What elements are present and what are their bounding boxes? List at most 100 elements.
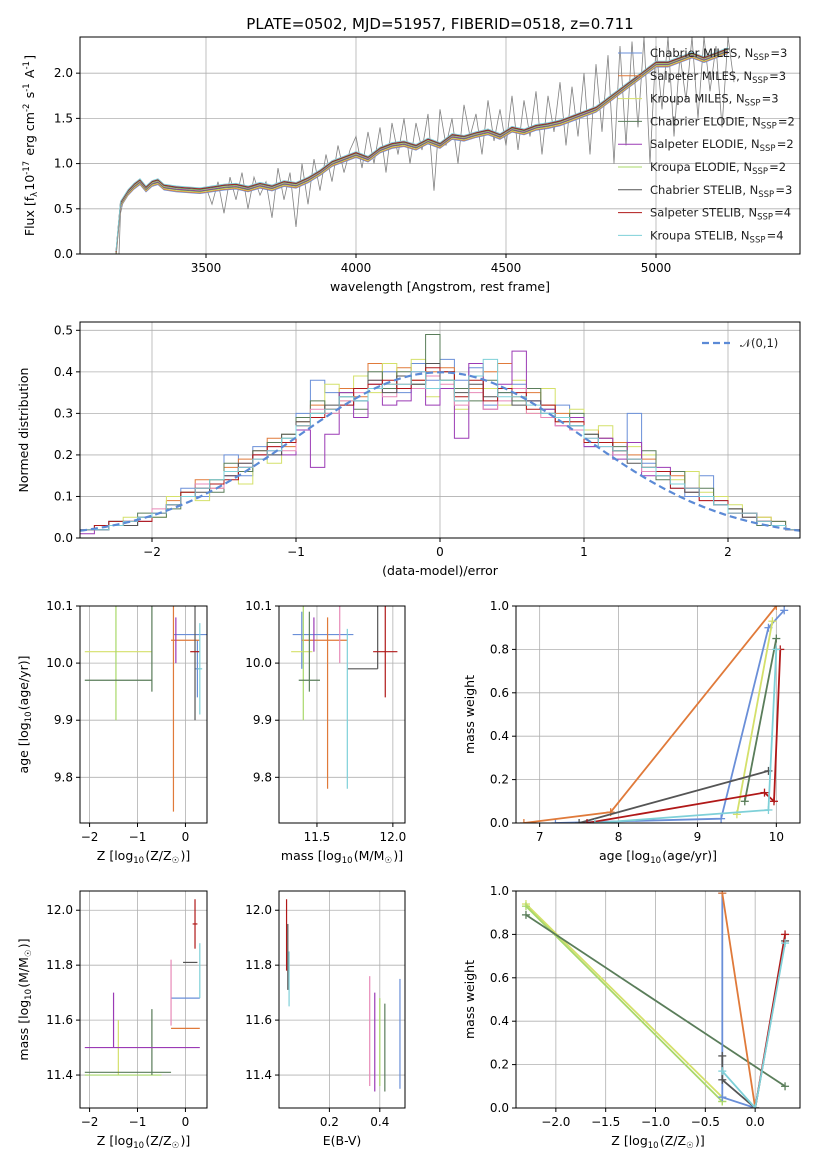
y-tick-label: 0.0	[490, 1101, 509, 1115]
model-spectrum-line	[115, 51, 729, 254]
legend-label: Chabrier ELODIE, NSSP =2	[650, 114, 795, 131]
panel-massweight_vs_Z: −2.0 −1.5 −1.0 −0.5 0.0 0.0 0.2 0.4 0.6 0.8 1.0 Z […	[462, 884, 801, 1151]
plus-marker	[760, 788, 769, 797]
plus-marker	[781, 939, 790, 948]
axes-frame	[278, 605, 406, 824]
legend-label: Salpeter STELIB, NSSP =4	[650, 206, 791, 223]
y-tick-label: 11.8	[46, 958, 73, 972]
plus-marker	[718, 1051, 727, 1060]
y-tick-label: 1.0	[490, 884, 509, 898]
x-axis-label: age [log10 (age/yr)]	[599, 848, 717, 866]
plus-marker	[551, 819, 560, 823]
x-tick-label: 9	[694, 830, 702, 844]
plus-marker	[772, 606, 781, 610]
y-tick-label: 9.8	[253, 770, 272, 784]
legend-label: Kroupa ELODIE, NSSP =2	[650, 160, 786, 177]
y-tick-label: 9.9	[253, 713, 272, 727]
x-tick-label: 0	[182, 830, 190, 844]
panel-massweight_vs_age: 7 8 9 10 0.0 0.2 0.4 0.6 0.8 1.0 age [log10 (age/y…	[462, 599, 801, 866]
mass-weight-line	[743, 638, 778, 802]
mass-weight-line	[555, 609, 785, 823]
y-tick-label: 1.0	[490, 599, 509, 613]
x-tick-label: −2	[81, 1115, 99, 1129]
y-tick-label: 10.1	[245, 599, 272, 613]
mass-weight-line	[578, 770, 769, 823]
x-tick-label: −2.0	[541, 1115, 570, 1129]
plot-area	[84, 606, 207, 812]
y-tick-label: 0.4	[490, 1014, 509, 1028]
axes-frame	[79, 605, 208, 824]
y-tick-label: 11.6	[46, 1013, 73, 1027]
x-tick-label: 0	[182, 1115, 190, 1129]
plot-area	[519, 606, 789, 823]
plus-marker	[768, 617, 777, 626]
x-tick-label: 4500	[491, 261, 522, 275]
plus-marker	[718, 1075, 727, 1084]
x-tick-label: 10	[769, 830, 784, 844]
mass-weight-line	[736, 621, 774, 815]
model-spectrum-line	[115, 47, 729, 252]
plot-area	[115, 37, 735, 254]
x-tick-label: 11.5	[304, 830, 331, 844]
x-tick-label: 3500	[191, 261, 222, 275]
errorbar-point	[197, 623, 203, 715]
y-tick-label: 2.0	[54, 66, 73, 80]
plus-marker	[751, 1104, 760, 1108]
x-axis-label: Z [log10 (Z/Z☉ )]	[97, 1133, 190, 1151]
x-axis-label: wavelength [Angstrom, rest frame]	[330, 279, 550, 294]
y-tick-label: 0.5	[54, 202, 73, 216]
mass-weight-line	[525, 914, 786, 1088]
mass-weight-line	[525, 905, 723, 1103]
y-tick-label: 0.0	[490, 816, 509, 830]
plot-area	[291, 606, 398, 789]
y-tick-label: 11.4	[245, 1068, 272, 1082]
y-tick-label: 11.6	[245, 1013, 272, 1027]
histogram-series	[80, 358, 800, 538]
mass-weight-line	[721, 942, 786, 1108]
x-axis-label: Z [log10 (Z/Z☉ )]	[611, 1133, 704, 1151]
x-tick-label: −0.5	[691, 1115, 720, 1129]
y-tick-label: 11.4	[46, 1068, 73, 1082]
plus-marker	[519, 819, 528, 823]
errorbar-point	[192, 899, 198, 949]
y-tick-label: 12.0	[245, 903, 272, 917]
plus-marker	[583, 819, 591, 823]
y-tick-label: 11.8	[245, 958, 272, 972]
y-axis-label: Normed distribution	[16, 368, 31, 493]
x-tick-label: −2	[81, 830, 99, 844]
y-tick-label: 9.8	[54, 770, 73, 784]
errorbar-point	[373, 606, 398, 698]
legend-label: Chabrier STELIB, NSSP =3	[650, 183, 792, 200]
panel-age_vs_Z: −2 −1 0 9.8 9.9 10.0 10.1 Z [log10 (Z/Z☉ )] age …	[16, 599, 208, 866]
x-axis-label: (data-model)/error	[382, 563, 499, 578]
x-tick-label: 7	[536, 830, 544, 844]
y-tick-label: 0.5	[54, 323, 73, 337]
y-axis-label: Flux [fλ 10-17 erg cm-2 s-1 A-1 ]	[22, 55, 40, 236]
panel-residuals: 𝒩(0,1) −2 −1 0 1 2 0.0 0.1 0.2 0.3 0.4 0.5 (data-mod…	[16, 321, 801, 578]
y-tick-label: 1.5	[54, 111, 73, 125]
plus-marker	[764, 805, 773, 814]
legend-label: Chabrier MILES, NSSP =3	[650, 46, 787, 63]
x-tick-label: 0	[436, 545, 444, 559]
model-spectrum-line	[115, 53, 729, 254]
y-tick-label: 0.2	[54, 448, 73, 462]
x-tick-label: 0.0	[746, 1115, 765, 1129]
y-tick-label: 0.6	[490, 971, 509, 985]
y-tick-label: 0.3	[54, 406, 73, 420]
plus-marker	[718, 1093, 727, 1102]
plus-marker	[772, 645, 781, 654]
y-tick-label: 10.0	[46, 656, 73, 670]
x-tick-label: −2	[143, 545, 161, 559]
plus-marker	[772, 634, 781, 643]
axes-frame	[79, 890, 208, 1109]
x-tick-label: 0.4	[370, 1115, 389, 1129]
legend-label: Kroupa STELIB, NSSP =4	[650, 228, 784, 245]
y-axis-label: mass [log10 (M/M☉ )]	[16, 938, 34, 1060]
y-tick-label: 10.0	[245, 656, 272, 670]
plus-marker	[521, 910, 530, 919]
plot-area	[521, 891, 790, 1108]
legend-label: Salpeter MILES, NSSP =3	[650, 69, 786, 86]
panel-age_vs_mass: 11.5 12.0 9.8 9.9 10.0 10.1 mass [log10 (M/M☉ …	[245, 599, 406, 866]
axes-frame	[515, 605, 801, 824]
